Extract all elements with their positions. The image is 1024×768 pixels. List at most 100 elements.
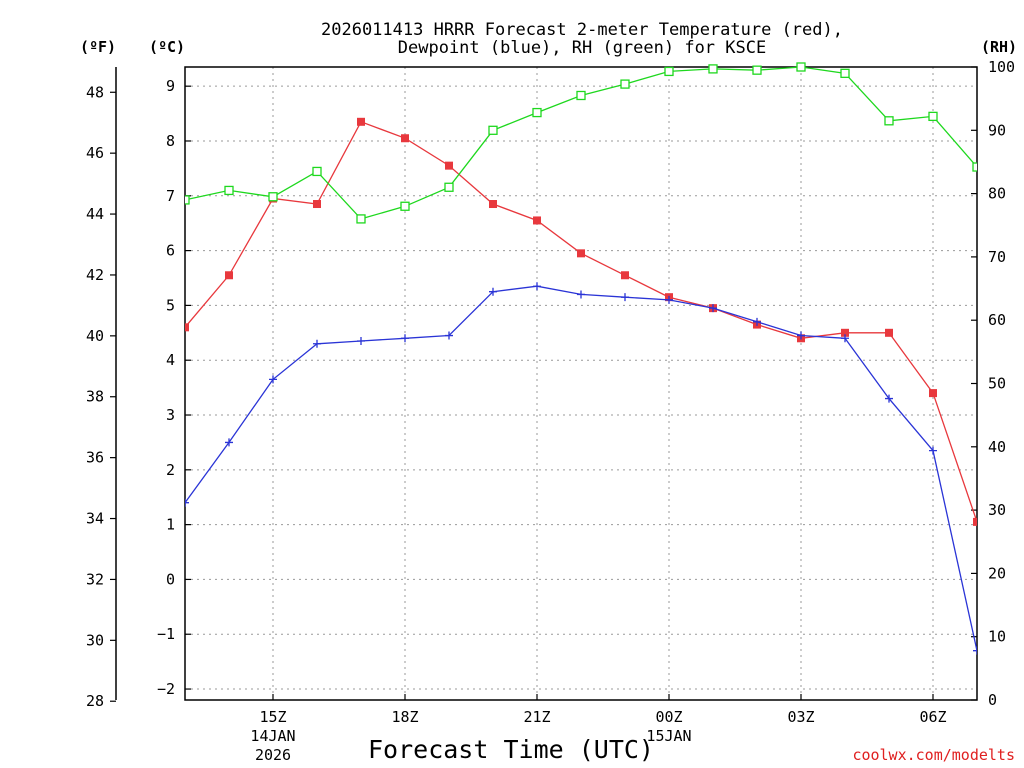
temperature-point xyxy=(185,323,189,332)
dewpoint-point xyxy=(313,339,321,348)
rh-point xyxy=(356,214,366,224)
rh-point xyxy=(576,90,586,101)
dewpoint-point xyxy=(445,331,453,340)
rh-point xyxy=(664,66,674,77)
fahrenheit-tick-label: 46 xyxy=(86,144,104,162)
rh-point xyxy=(928,111,938,122)
celsius-tick-label: 3 xyxy=(166,406,175,424)
rh-tick-label: 60 xyxy=(988,311,1006,329)
rh-tick-label: 70 xyxy=(988,248,1006,266)
x-date-label: 15JAN xyxy=(646,727,691,745)
dewpoint-line xyxy=(185,285,977,651)
fahrenheit-tick-label: 38 xyxy=(86,388,104,406)
temperature-point xyxy=(577,249,585,258)
dewpoint-point xyxy=(929,446,937,455)
rh-point xyxy=(400,201,410,211)
celsius-tick-label: 2 xyxy=(166,461,175,479)
x-tick-label: 00Z xyxy=(655,708,682,726)
rh-point xyxy=(884,116,894,126)
rh-tick-label: 80 xyxy=(988,185,1006,203)
dewpoint-point xyxy=(841,334,849,343)
dewpoint-point xyxy=(709,304,717,313)
temperature-point xyxy=(489,200,497,209)
temperature-point xyxy=(885,328,893,337)
dewpoint-point xyxy=(753,317,761,326)
data-series xyxy=(185,62,977,655)
rh-tick-label: 40 xyxy=(988,438,1006,456)
rh-tick-label: 90 xyxy=(988,121,1006,139)
celsius-unit-label: (ºC) xyxy=(149,38,185,56)
fahrenheit-unit-label: (ºF) xyxy=(80,38,116,56)
grid-lines xyxy=(185,67,977,700)
celsius-tick-label: 0 xyxy=(166,570,175,588)
dewpoint-point xyxy=(533,282,541,291)
x-tick-label: 15Z xyxy=(259,708,286,726)
x-tick-label: 06Z xyxy=(919,708,946,726)
rh-point xyxy=(620,79,630,89)
rh-point xyxy=(752,65,762,75)
dewpoint-point xyxy=(973,646,977,655)
temperature-point xyxy=(225,271,233,280)
axes xyxy=(110,66,978,702)
rh-tick-label: 10 xyxy=(988,628,1006,646)
temperature-point xyxy=(841,328,849,337)
tick-labels: −2−1012345678928303234363840424446480102… xyxy=(86,58,1015,764)
temperature-point xyxy=(973,517,977,526)
rh-point xyxy=(796,62,806,72)
rh-point xyxy=(488,125,498,135)
plot-frame xyxy=(184,66,978,701)
celsius-tick-label: 8 xyxy=(166,132,175,150)
celsius-tick-label: −2 xyxy=(157,680,175,698)
dewpoint-point xyxy=(885,394,893,403)
rh-point xyxy=(708,64,718,74)
dewpoint-point xyxy=(665,295,673,304)
rh-unit-label: (RH) xyxy=(981,38,1017,56)
rh-point xyxy=(840,68,850,78)
x-tick-label: 21Z xyxy=(523,708,550,726)
celsius-tick-label: 9 xyxy=(166,77,175,95)
dewpoint-point xyxy=(401,334,409,343)
dewpoint-point xyxy=(225,438,233,447)
fahrenheit-tick-label: 44 xyxy=(86,205,104,223)
dewpoint-point xyxy=(269,375,277,384)
temperature-point xyxy=(929,389,937,398)
fahrenheit-tick-label: 28 xyxy=(86,692,104,710)
rh-point xyxy=(532,107,542,118)
chart-title-line2: Dewpoint (blue), RH (green) for KSCE xyxy=(398,38,766,58)
temperature-point xyxy=(401,134,409,143)
temperature-line xyxy=(185,120,977,523)
dewpoint-point xyxy=(621,293,629,302)
celsius-tick-label: 7 xyxy=(166,187,175,205)
fahrenheit-tick-label: 48 xyxy=(86,83,104,101)
rh-tick-label: 50 xyxy=(988,375,1006,393)
dewpoint-point xyxy=(797,331,805,340)
fahrenheit-tick-label: 32 xyxy=(86,570,104,588)
x-tick-label: 03Z xyxy=(787,708,814,726)
rh-point xyxy=(185,195,190,205)
rh-point xyxy=(312,166,322,177)
rh-point xyxy=(972,162,977,172)
celsius-tick-label: 4 xyxy=(166,351,175,369)
dewpoint-point xyxy=(577,290,585,299)
celsius-tick-label: 6 xyxy=(166,242,175,260)
dewpoint-point xyxy=(357,337,365,346)
rh-tick-label: 100 xyxy=(988,58,1015,76)
rh-point xyxy=(224,185,234,196)
fahrenheit-tick-label: 36 xyxy=(86,449,104,467)
x-year-label: 2026 xyxy=(255,746,291,764)
rh-tick-label: 20 xyxy=(988,564,1006,582)
temperature-point xyxy=(621,271,629,280)
rh-tick-label: 0 xyxy=(988,691,997,709)
x-axis-label: Forecast Time (UTC) xyxy=(368,735,654,764)
temperature-point xyxy=(357,117,365,126)
rh-point xyxy=(268,192,278,202)
temperature-point xyxy=(533,216,541,225)
chart-title-line1: 2026011413 HRRR Forecast 2-meter Tempera… xyxy=(321,20,843,40)
dewpoint-point xyxy=(185,498,189,507)
fahrenheit-tick-label: 30 xyxy=(86,631,104,649)
fahrenheit-tick-label: 42 xyxy=(86,266,104,284)
celsius-tick-label: 5 xyxy=(166,296,175,314)
temperature-point xyxy=(313,200,321,209)
credit-link[interactable]: coolwx.com/modelts xyxy=(852,746,1015,764)
